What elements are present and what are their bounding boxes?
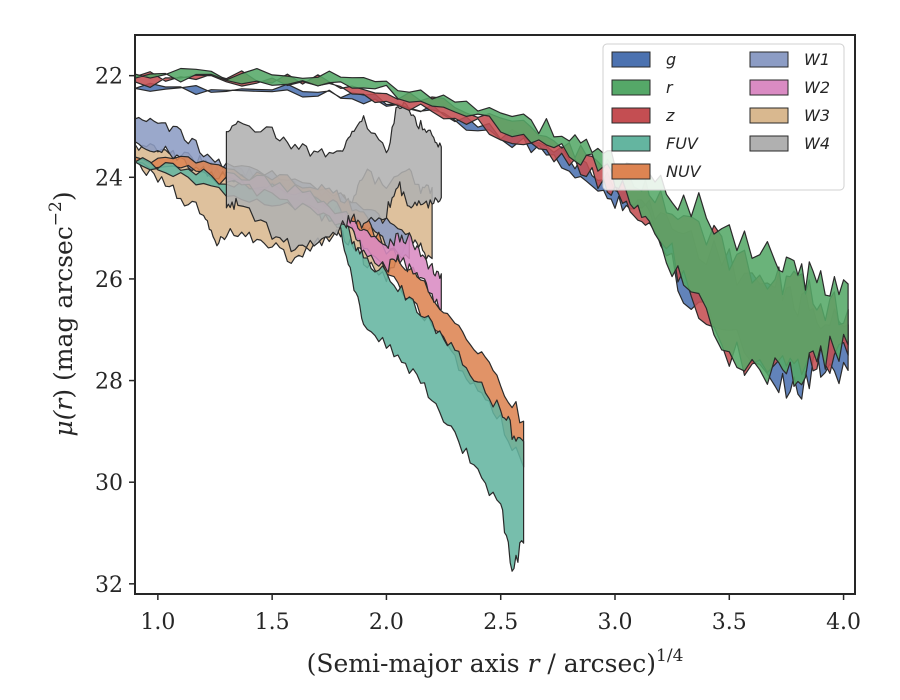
x-tick-label: 2.0 — [369, 610, 404, 635]
legend-swatch-r — [611, 79, 651, 96]
legend-label-w4: W4 — [804, 134, 830, 153]
x-axis: 1.0 1.5 2.0 2.5 3.0 3.5 4.0 — [140, 594, 861, 635]
y-axis-label-post: ) — [49, 191, 78, 201]
plot-frame — [134, 34, 856, 595]
legend-swatch-w4 — [749, 135, 789, 152]
x-tick-label: 4.0 — [826, 610, 861, 635]
x-axis-label-mid: / arcsec) — [539, 649, 656, 678]
x-axis-label: (Semi-major axis r / arcsec)1/4 — [307, 646, 684, 678]
legend-label-fuv: FUV — [666, 134, 699, 153]
y-axis-label-mid: ) (mag arcsec — [49, 226, 78, 399]
x-axis-label-sup: 1/4 — [656, 646, 683, 666]
y-axis-label: μ(r) (mag arcsec−2) — [46, 191, 78, 436]
legend-label-z: z — [665, 106, 675, 125]
legend-label-w2: W2 — [804, 78, 830, 97]
series-area-w2 — [225, 171, 442, 310]
y-tick-label: 22 — [95, 65, 123, 90]
series-area-r — [135, 67, 849, 387]
series-area-w4 — [225, 101, 442, 253]
x-tick-label: 3.5 — [712, 610, 747, 635]
y-tick-label: 26 — [95, 268, 123, 293]
y-tick-label: 28 — [95, 370, 123, 395]
y-axis-label-var: r — [49, 397, 78, 411]
x-axis-label-main: (Semi-major axis — [307, 649, 528, 678]
y-tick-label: 24 — [95, 166, 123, 191]
legend-swatch-nuv — [611, 163, 651, 180]
y-axis-label-sup: −2 — [46, 201, 66, 226]
legend-swatch-g — [611, 51, 651, 68]
legend-swatch-w2 — [749, 79, 789, 96]
y-tick-label: 32 — [95, 573, 123, 598]
legend-swatch-z — [611, 107, 651, 124]
x-tick-label: 1.0 — [140, 610, 175, 635]
x-tick-label: 3.0 — [598, 610, 633, 635]
legend-swatch-fuv — [611, 135, 651, 152]
legend-label-nuv: NUV — [666, 162, 702, 181]
x-tick-label: 2.5 — [483, 610, 518, 635]
series-areas — [135, 67, 849, 572]
legend-label-w1: W1 — [804, 50, 830, 69]
legend-label-g: g — [666, 50, 676, 69]
legend-swatch-w3 — [749, 107, 789, 124]
legend-swatch-w1 — [749, 51, 789, 68]
legend: grz FUV NUV W1 W2 W3 W4 — [602, 43, 845, 191]
y-axis: 22 24 26 28 30 32 — [95, 65, 135, 598]
y-tick-label: 30 — [95, 471, 123, 496]
legend-label-r: r — [666, 78, 674, 97]
y-axis-label-pre: μ( — [49, 409, 78, 436]
legend-label-w3: W3 — [804, 106, 830, 125]
x-axis-label-var: r — [528, 649, 542, 678]
x-tick-label: 1.5 — [255, 610, 290, 635]
